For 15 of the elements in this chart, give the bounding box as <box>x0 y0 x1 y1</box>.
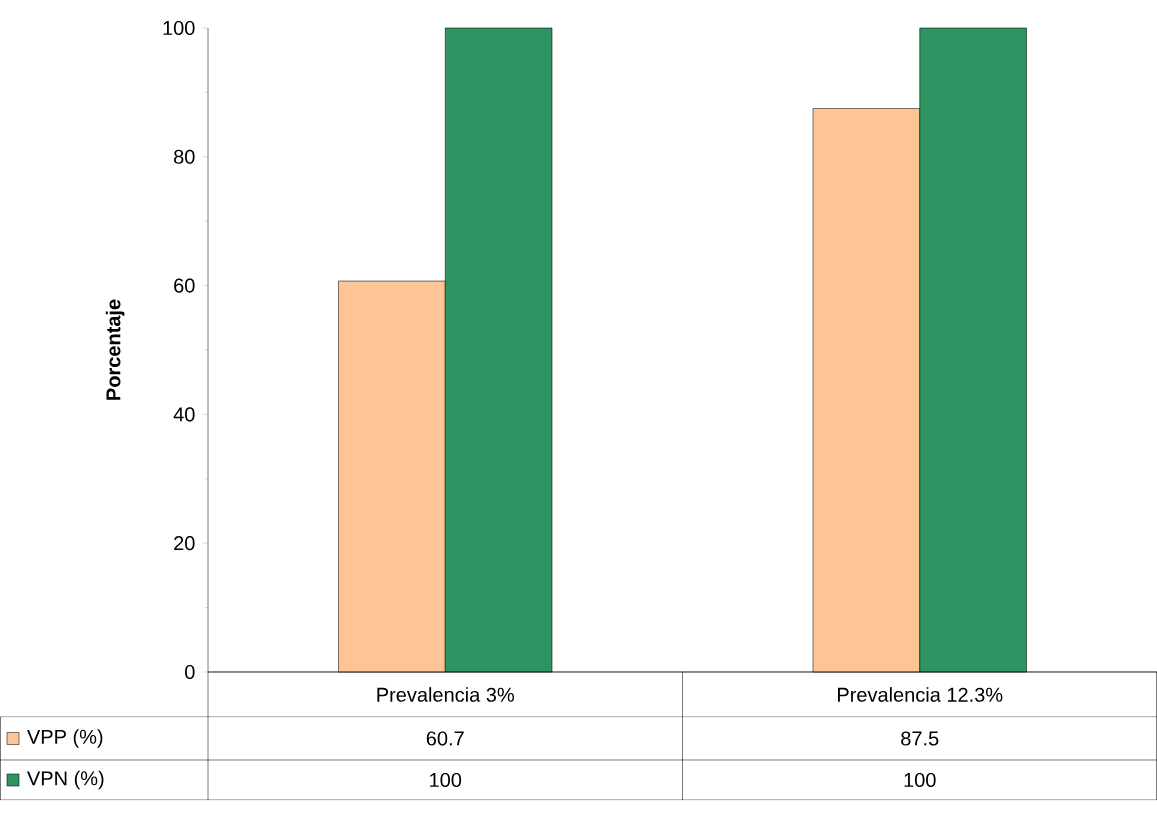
y-tick-label: 60 <box>174 278 195 293</box>
x-tick-label: Prevalencia 12.3% <box>838 687 1003 702</box>
y-axis-title: Porcentaje <box>105 299 125 400</box>
data-label: 100 <box>904 772 936 788</box>
y-tick-label: 80 <box>174 149 195 164</box>
data-label: 60.7 <box>426 731 464 746</box>
legend-label: VPP (%) <box>27 729 103 748</box>
y-tick-label: 0 <box>185 664 195 680</box>
legend-label: VPN (%) <box>27 770 104 790</box>
y-tick-label: 20 <box>174 536 195 551</box>
x-tick-label: Prevalencia 3% <box>377 687 514 702</box>
y-tick-label: 40 <box>173 407 195 422</box>
data-label: 87.5 <box>901 731 939 746</box>
data-label: 100 <box>430 772 462 788</box>
y-tick-label: 100 <box>163 20 195 36</box>
